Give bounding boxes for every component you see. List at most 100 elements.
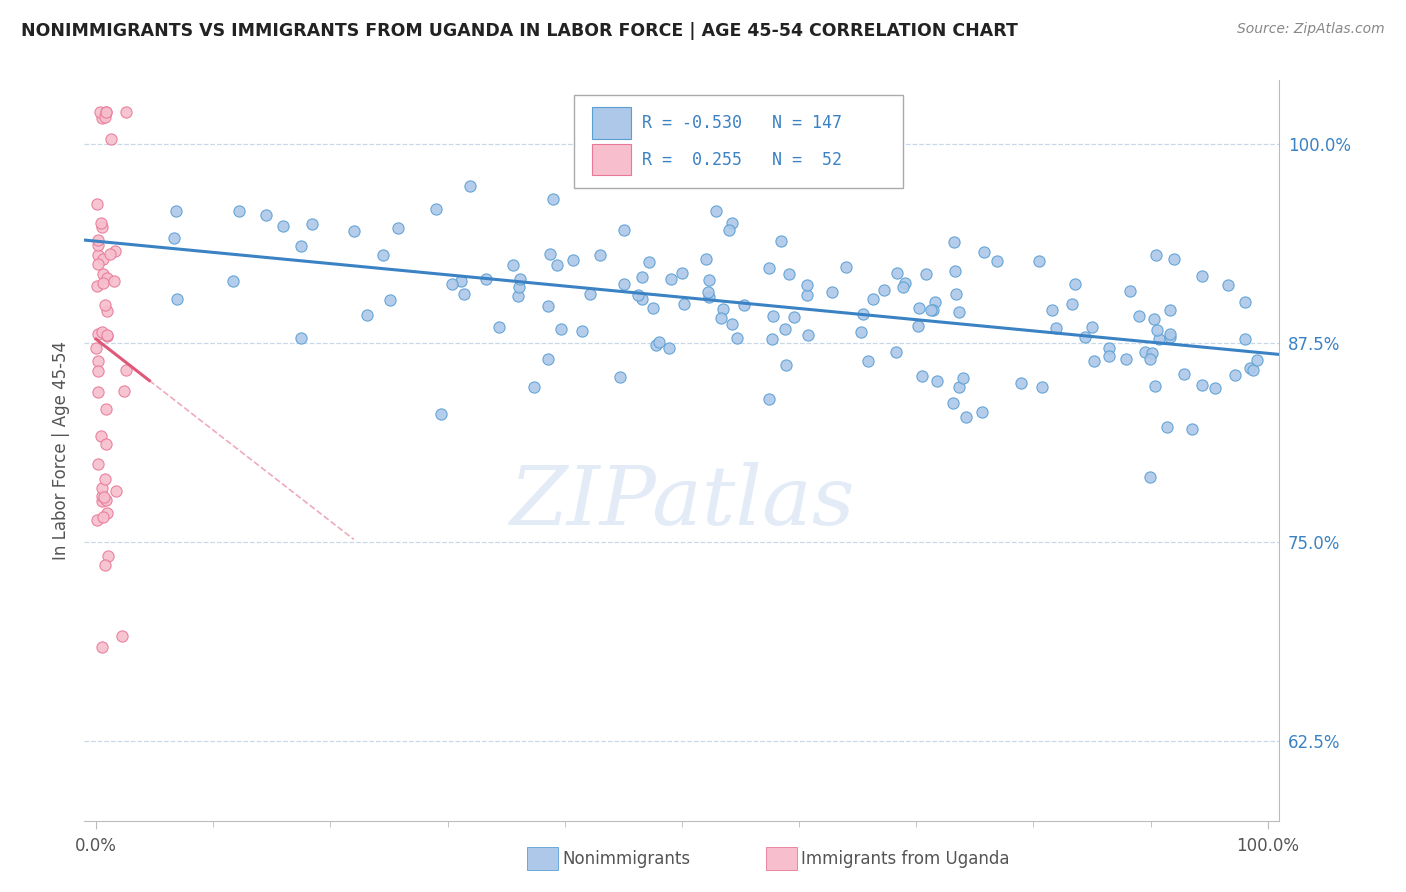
Point — [254, 208, 277, 222]
Point — [356, 308, 378, 322]
Point — [648, 334, 671, 349]
Point — [1128, 309, 1150, 323]
Point — [1147, 332, 1170, 346]
Text: R =  0.255   N =  52: R = 0.255 N = 52 — [643, 151, 842, 169]
Point — [387, 221, 409, 235]
Point — [1191, 378, 1213, 392]
Point — [271, 219, 294, 233]
Point — [1040, 302, 1063, 317]
FancyBboxPatch shape — [592, 145, 630, 175]
Point — [1246, 352, 1268, 367]
Point — [90, 112, 112, 126]
Point — [87, 327, 110, 342]
Point — [1118, 285, 1140, 299]
Point — [100, 132, 122, 146]
Point — [721, 216, 744, 230]
Point — [508, 279, 530, 293]
Point — [908, 301, 931, 315]
Point — [721, 318, 744, 332]
Point — [458, 178, 481, 193]
Point — [1163, 252, 1185, 266]
Point — [488, 320, 510, 334]
Point — [1234, 332, 1257, 346]
Point — [1218, 278, 1240, 293]
Point — [93, 491, 115, 505]
Point — [1191, 269, 1213, 284]
Point — [550, 321, 572, 335]
Point — [430, 407, 453, 421]
Point — [1098, 350, 1121, 364]
Point — [509, 272, 531, 286]
Point — [1143, 379, 1166, 393]
Text: Nonimmigrants: Nonimmigrants — [562, 850, 690, 868]
Point — [638, 255, 661, 269]
Point — [94, 437, 117, 451]
Point — [717, 223, 740, 237]
Point — [86, 513, 108, 527]
Point — [94, 558, 117, 573]
Point — [425, 202, 447, 216]
Point — [921, 302, 943, 317]
Point — [761, 332, 783, 346]
Point — [796, 288, 818, 302]
Point — [671, 266, 693, 280]
Point — [626, 287, 648, 301]
Point — [86, 278, 108, 293]
Point — [96, 304, 118, 318]
Point — [91, 509, 114, 524]
Point — [98, 247, 121, 261]
Point — [165, 203, 187, 218]
Point — [609, 369, 631, 384]
Point — [228, 204, 250, 219]
Point — [103, 244, 125, 258]
Point — [725, 330, 748, 344]
Point — [1139, 351, 1161, 366]
Point — [84, 342, 107, 356]
Point — [579, 286, 602, 301]
Point — [862, 292, 884, 306]
Point — [1063, 277, 1085, 292]
Point — [546, 258, 568, 272]
Point — [506, 289, 529, 303]
Point — [96, 328, 118, 343]
Point — [290, 331, 312, 345]
Point — [290, 238, 312, 252]
Point — [769, 234, 792, 248]
Y-axis label: In Labor Force | Age 45-54: In Labor Force | Age 45-54 — [52, 341, 70, 560]
Point — [475, 272, 498, 286]
Point — [1159, 330, 1181, 344]
Point — [1143, 312, 1166, 326]
Point — [222, 275, 245, 289]
Point — [87, 238, 110, 252]
Point — [94, 105, 117, 120]
Point — [94, 298, 117, 312]
Point — [538, 247, 561, 261]
Point — [453, 287, 475, 301]
Point — [796, 278, 818, 293]
Point — [948, 304, 970, 318]
Point — [87, 354, 110, 368]
Text: ZIPatlas: ZIPatlas — [509, 462, 855, 542]
Point — [562, 253, 585, 268]
Point — [1239, 360, 1261, 375]
Point — [1031, 380, 1053, 394]
Point — [1115, 352, 1137, 367]
Point — [1139, 470, 1161, 484]
Point — [450, 274, 472, 288]
Point — [644, 338, 666, 352]
Point — [948, 380, 970, 394]
Point — [852, 307, 875, 321]
Point — [91, 640, 114, 654]
FancyBboxPatch shape — [592, 108, 630, 138]
Point — [1144, 248, 1167, 262]
Point — [96, 506, 118, 520]
Point — [537, 352, 560, 367]
Text: Immigrants from Uganda: Immigrants from Uganda — [801, 850, 1010, 868]
Point — [96, 270, 118, 285]
Point — [96, 105, 118, 120]
Point — [778, 267, 800, 281]
Point — [90, 481, 112, 495]
Point — [537, 300, 560, 314]
Point — [1241, 362, 1264, 376]
Point — [96, 401, 118, 416]
